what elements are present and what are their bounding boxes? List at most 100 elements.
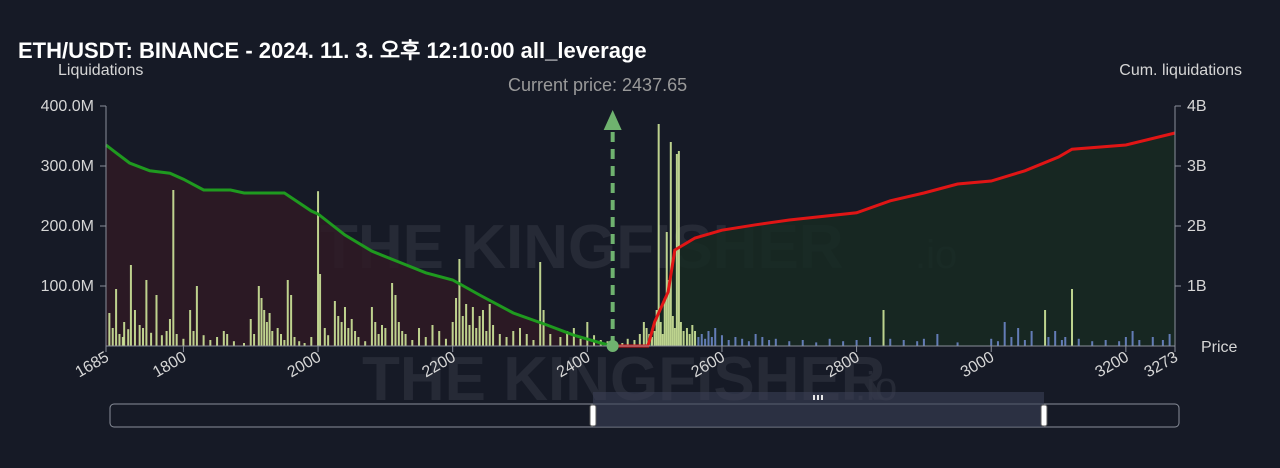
x-tick-label: 1800 xyxy=(150,349,189,382)
liquidation-bar xyxy=(343,307,346,346)
liquidation-bar xyxy=(461,316,464,346)
right-tick-label: 3B xyxy=(1187,158,1207,175)
liquidation-bar xyxy=(492,325,495,346)
liquidation-bar xyxy=(956,342,959,346)
liquidation-bar xyxy=(265,322,268,346)
long-cum-area xyxy=(106,145,613,346)
liquidation-bar xyxy=(226,334,229,346)
liquidation-bar xyxy=(182,338,185,346)
liquidation-bar xyxy=(505,337,508,346)
range-slider[interactable] xyxy=(109,392,1180,428)
current-price-arrow-icon xyxy=(603,110,622,130)
liquidation-bar xyxy=(370,307,373,346)
liquidation-bar xyxy=(1131,331,1134,346)
liquidation-bar xyxy=(1017,328,1020,346)
liquidation-bar xyxy=(350,319,353,346)
liquidation-bar xyxy=(377,334,380,346)
liquidation-bar xyxy=(566,331,569,346)
liquidation-bar xyxy=(192,331,195,346)
liquidation-bar xyxy=(465,304,468,346)
liquidation-bar xyxy=(337,316,340,346)
liquidation-bar xyxy=(710,337,713,346)
liquidation-bar xyxy=(150,332,153,346)
liquidation-bar xyxy=(298,341,301,346)
liquidation-bar xyxy=(411,340,414,346)
liquidation-bar xyxy=(111,328,114,346)
liquidation-bar xyxy=(121,337,124,346)
liquidation-bar xyxy=(642,322,645,346)
liquidation-bar xyxy=(401,331,404,346)
liquidation-bar xyxy=(133,310,136,346)
right-axis-title: Cum. liquidations xyxy=(1119,62,1242,79)
liquidation-bar xyxy=(471,307,474,346)
liquidation-bar xyxy=(260,298,263,346)
liquidation-bar xyxy=(268,313,271,346)
liquidation-bar xyxy=(754,334,757,346)
liquidation-bar xyxy=(519,328,522,346)
short-cum-area xyxy=(612,133,1175,346)
short-cum-line xyxy=(612,131,1176,348)
current-price-dot xyxy=(606,340,619,352)
liquidation-bar xyxy=(579,338,582,346)
liquidation-bar xyxy=(438,331,441,346)
liquidation-bar xyxy=(431,325,434,346)
liquidation-bar xyxy=(650,337,653,346)
liquidation-bar xyxy=(572,328,575,346)
slider-left-handle[interactable] xyxy=(589,404,597,427)
liquidation-bar xyxy=(485,331,488,346)
liquidation-bar xyxy=(451,322,454,346)
liquidation-bar xyxy=(774,338,777,346)
liquidation-bar xyxy=(671,316,674,346)
liquidation-bar xyxy=(685,328,688,346)
liquidation-bar xyxy=(665,232,668,346)
liquidation-bar xyxy=(586,322,589,346)
liquidation-bar xyxy=(209,340,212,346)
liquidation-bar xyxy=(1151,337,1154,346)
liquidation-bar xyxy=(657,124,660,346)
liquidation-bar xyxy=(327,335,330,346)
liquidation-bar xyxy=(1064,337,1067,346)
liquidation-bar xyxy=(768,340,771,346)
liquidation-bar xyxy=(145,280,148,346)
left-axis-title: Liquidations xyxy=(58,62,144,79)
liquidation-bar xyxy=(444,338,447,346)
right-tick-label: 1B xyxy=(1187,278,1207,295)
liquidation-bar xyxy=(916,341,919,346)
liquidation-bar xyxy=(700,334,703,346)
liquidation-bar xyxy=(195,286,198,346)
liquidation-bar xyxy=(253,334,256,346)
liquidation-bar xyxy=(323,328,326,346)
liquidation-bar xyxy=(1054,331,1057,346)
liquidation-bar xyxy=(347,328,350,346)
liquidation-bar xyxy=(1161,340,1164,346)
liquidation-bar xyxy=(263,310,266,346)
liquidation-bar xyxy=(694,331,697,346)
liquidation-bar xyxy=(424,337,427,346)
liquidation-bar xyxy=(286,280,289,346)
liquidation-bar xyxy=(481,310,484,346)
left-tick-label: 100.0M xyxy=(41,278,94,295)
liquidation-bar xyxy=(645,328,648,346)
liquidation-bar xyxy=(996,341,999,346)
liquidation-bar xyxy=(734,337,737,346)
liquidation-bar xyxy=(468,325,471,346)
liquidation-bar xyxy=(115,289,118,346)
liquidation-bar xyxy=(1010,337,1013,346)
liquidation-bar xyxy=(707,331,710,346)
liquidation-bar xyxy=(720,335,723,346)
liquidation-bar xyxy=(828,338,831,346)
slider-right-handle[interactable] xyxy=(1040,404,1048,427)
liquidation-bar xyxy=(653,331,656,346)
liquidation-bar xyxy=(549,334,552,346)
liquidation-bar xyxy=(741,338,744,346)
liquidation-bar xyxy=(498,334,501,346)
liquidation-bar xyxy=(1047,337,1050,346)
liquidation-bar xyxy=(283,340,286,346)
slider-grip-icon[interactable] xyxy=(813,395,823,400)
liquidation-bar xyxy=(788,341,791,346)
liquidation-bar xyxy=(310,337,313,346)
liquidation-bar xyxy=(704,338,707,346)
liquidation-bar xyxy=(333,301,336,346)
left-tick-label: 300.0M xyxy=(41,158,94,175)
liquidation-bar xyxy=(475,328,478,346)
